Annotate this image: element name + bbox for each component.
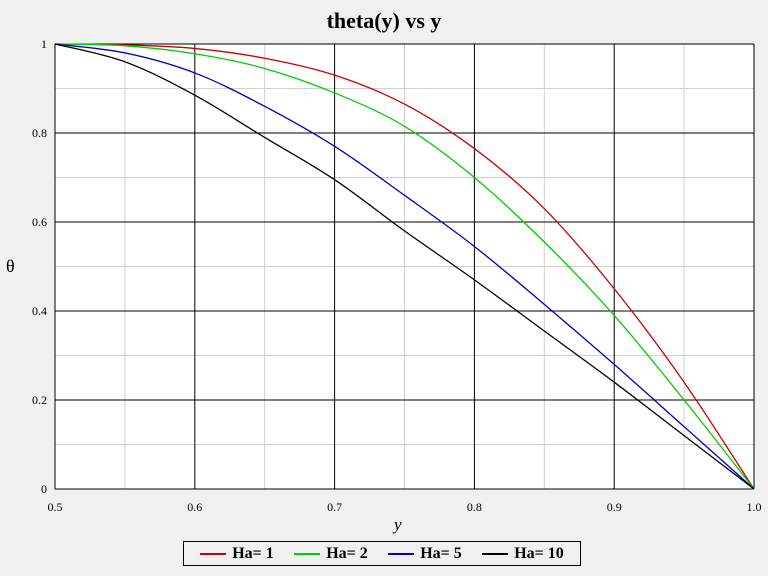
series-line-3 bbox=[54, 43, 755, 490]
legend-swatch bbox=[388, 552, 415, 555]
y-tick-label: 0.2 bbox=[32, 393, 47, 407]
y-tick-label: 0.4 bbox=[32, 304, 47, 318]
x-axis-label: y bbox=[394, 515, 402, 534]
legend-item: Ha= 2 bbox=[294, 545, 368, 563]
legend-item: Ha= 10 bbox=[482, 545, 564, 563]
x-tick-label: 0.9 bbox=[607, 500, 622, 514]
x-tick-label: 0.6 bbox=[187, 500, 202, 514]
series-line-2 bbox=[54, 43, 755, 490]
x-tick-label: 0.5 bbox=[48, 500, 63, 514]
y-tick-label: 0 bbox=[41, 482, 47, 496]
y-tick-label: 0.8 bbox=[32, 126, 47, 140]
legend-label: Ha= 5 bbox=[420, 544, 462, 562]
series-line-1 bbox=[54, 43, 755, 490]
legend-label: Ha= 1 bbox=[232, 544, 274, 562]
x-tick-label: 0.7 bbox=[327, 500, 342, 514]
y-tick-label: 1 bbox=[41, 37, 47, 51]
legend: Ha= 1 Ha= 2 Ha= 5 Ha= 10 bbox=[183, 541, 581, 566]
legend-item: Ha= 1 bbox=[200, 545, 274, 563]
y-tick-label: 0.6 bbox=[32, 215, 47, 229]
x-tick-label: 0.8 bbox=[467, 500, 482, 514]
legend-label: Ha= 2 bbox=[326, 544, 368, 562]
x-tick-label: 1.0 bbox=[747, 500, 762, 514]
legend-item: Ha= 5 bbox=[388, 545, 462, 563]
series-line-0 bbox=[54, 43, 755, 490]
legend-swatch bbox=[482, 552, 509, 555]
legend-swatch bbox=[294, 552, 321, 555]
y-axis-label: θ bbox=[6, 256, 15, 276]
chart-title: theta(y) vs y bbox=[326, 8, 442, 33]
legend-swatch bbox=[200, 552, 227, 555]
legend-label: Ha= 10 bbox=[514, 544, 564, 562]
